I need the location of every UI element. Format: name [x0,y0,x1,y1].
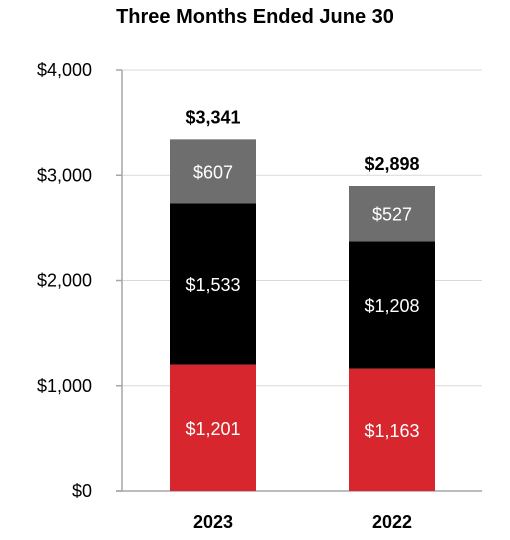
bar-total-label: $2,898 [364,154,419,174]
x-tick-label: 2023 [193,512,233,532]
bar-segment-label: $527 [372,205,412,225]
bar-segment [349,368,435,491]
bar-segment [170,139,256,204]
y-tick-label: $0 [72,481,92,501]
y-tick-label: $3,000 [37,165,92,185]
y-tick-label: $4,000 [37,60,92,80]
bar-segment [349,185,435,242]
chart-title: Three Months Ended June 30 [116,6,394,28]
y-tick-label: $1,000 [37,376,92,396]
bar-total-label: $3,341 [185,107,240,127]
bar-segment [170,203,256,365]
bar-segment-label: $1,163 [364,421,419,441]
x-tick-label: 2022 [372,512,412,532]
y-tick-label: $2,000 [37,271,92,291]
bar-segment-label: $1,208 [364,296,419,316]
bar-segment [170,364,256,491]
bar-segment-label: $607 [193,162,233,182]
bar-segment [349,241,435,369]
bar-segment-label: $1,533 [185,275,240,295]
bar-segment-label: $1,201 [185,419,240,439]
